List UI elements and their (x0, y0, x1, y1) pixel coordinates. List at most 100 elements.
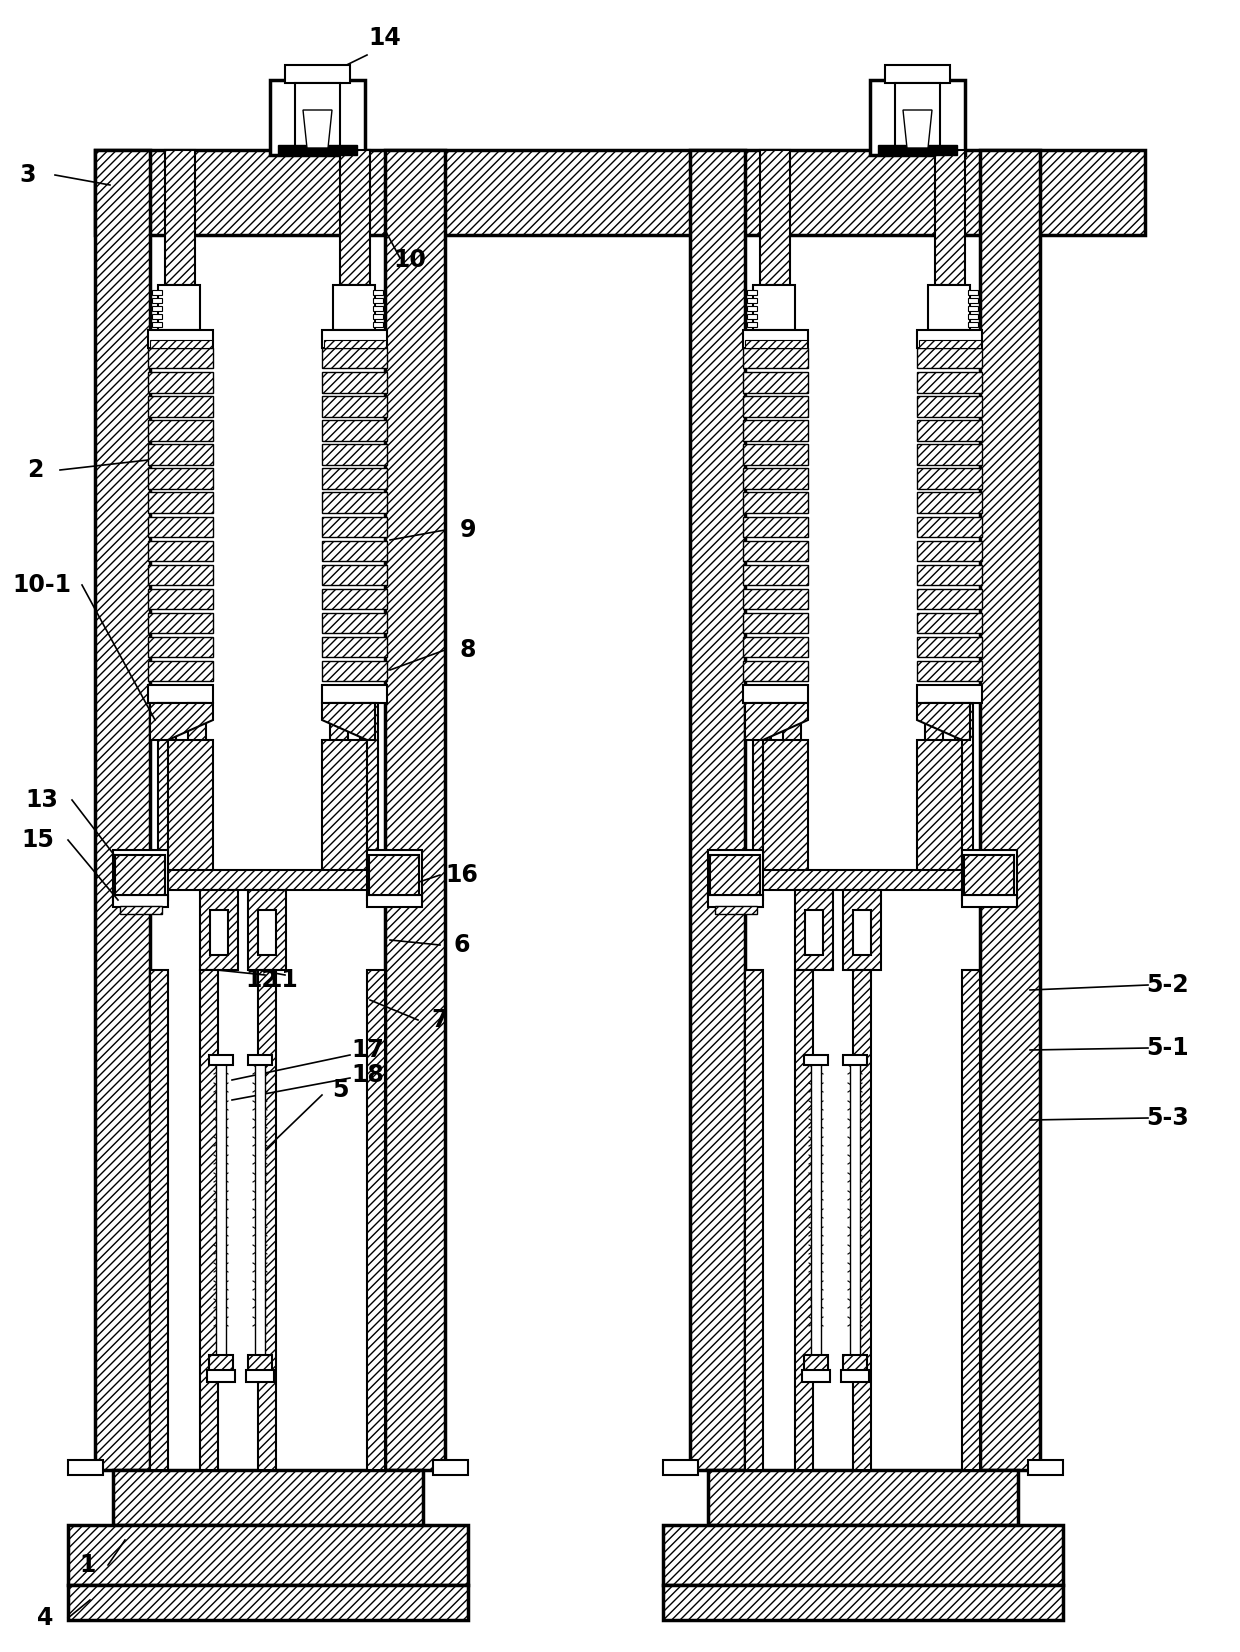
Bar (968, 297, 978, 302)
Bar (753, 286, 795, 330)
Bar (322, 686, 387, 704)
Bar (68, 1584, 467, 1621)
Text: 2: 2 (27, 458, 43, 482)
Bar (746, 297, 756, 302)
Bar (746, 314, 756, 319)
Bar (743, 588, 808, 610)
Bar (811, 1061, 821, 1360)
Bar (962, 970, 980, 1470)
Bar (918, 588, 982, 610)
Bar (878, 145, 957, 155)
Bar (148, 469, 213, 489)
Bar (248, 1056, 272, 1066)
Bar (373, 297, 383, 302)
Bar (360, 704, 378, 872)
Text: 8: 8 (460, 638, 476, 662)
Bar (853, 910, 870, 955)
Bar (148, 588, 213, 610)
Bar (743, 420, 808, 441)
Bar (918, 469, 982, 489)
Bar (95, 150, 150, 1470)
Bar (153, 291, 162, 296)
Bar (802, 1370, 830, 1383)
Bar (885, 64, 950, 83)
Bar (248, 890, 286, 970)
Bar (743, 444, 808, 464)
Bar (384, 150, 445, 1470)
Bar (711, 856, 760, 895)
Bar (708, 895, 763, 907)
Bar (148, 613, 213, 633)
Bar (743, 517, 808, 537)
Polygon shape (745, 704, 808, 740)
Bar (843, 890, 880, 970)
Bar (373, 306, 383, 311)
Text: 15: 15 (21, 828, 55, 852)
Bar (763, 740, 808, 872)
Bar (322, 565, 387, 585)
Bar (918, 492, 982, 512)
Bar (715, 905, 756, 914)
Bar (322, 517, 387, 537)
Bar (340, 150, 370, 286)
Bar (849, 1061, 861, 1360)
Bar (928, 286, 970, 330)
Bar (963, 856, 1014, 895)
Text: 7: 7 (432, 1008, 448, 1032)
Bar (373, 322, 383, 327)
Bar (753, 704, 771, 872)
Bar (200, 970, 218, 1470)
Bar (148, 444, 213, 464)
Bar (148, 638, 213, 657)
Bar (843, 1355, 867, 1373)
Bar (663, 1584, 1063, 1621)
Bar (153, 297, 162, 302)
Bar (918, 517, 982, 537)
Bar (918, 372, 982, 393)
Bar (322, 740, 367, 872)
Bar (113, 895, 167, 907)
Text: 14: 14 (368, 26, 402, 50)
Bar (795, 890, 833, 970)
Bar (322, 330, 387, 349)
Bar (148, 517, 213, 537)
Bar (980, 150, 1040, 1470)
Bar (743, 349, 808, 368)
Bar (285, 64, 350, 83)
Bar (805, 910, 823, 955)
Bar (745, 871, 980, 890)
Bar (95, 150, 1145, 235)
Bar (153, 306, 162, 311)
Bar (663, 1460, 698, 1475)
Bar (746, 306, 756, 311)
Bar (148, 565, 213, 585)
Bar (153, 314, 162, 319)
Bar (962, 895, 1017, 907)
Bar (68, 1460, 103, 1475)
Bar (148, 396, 213, 416)
Bar (955, 704, 973, 872)
Bar (373, 291, 383, 296)
Bar (210, 910, 228, 955)
Bar (148, 540, 213, 562)
Bar (367, 851, 422, 900)
Bar (689, 150, 745, 1470)
Bar (918, 396, 982, 416)
Polygon shape (918, 704, 970, 740)
Bar (150, 970, 167, 1470)
Bar (322, 469, 387, 489)
Text: 5-2: 5-2 (1147, 973, 1189, 998)
Bar (918, 540, 982, 562)
Bar (255, 1061, 265, 1360)
Text: 3: 3 (20, 164, 36, 187)
Bar (113, 851, 167, 900)
Text: 5: 5 (332, 1079, 348, 1102)
Bar (918, 638, 982, 657)
Text: 10: 10 (393, 248, 427, 273)
Text: 11: 11 (265, 968, 299, 991)
Bar (322, 492, 387, 512)
Bar (919, 340, 981, 349)
Bar (708, 851, 763, 900)
Bar (188, 704, 206, 872)
Bar (322, 420, 387, 441)
